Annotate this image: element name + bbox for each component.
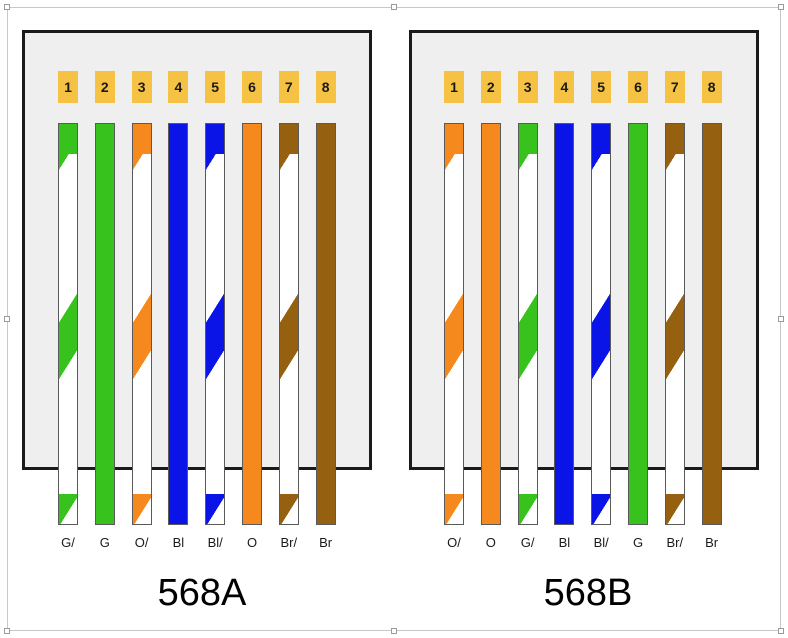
wire-label: O [485,535,496,550]
striped-brown-wire [278,123,299,525]
wire-stripe [206,124,225,154]
pin-number: 4 [168,71,189,103]
wire-stripe [206,494,225,524]
wire-label: Bl/ [593,535,609,550]
selection-handle[interactable] [778,628,784,634]
wire-stripe [445,124,463,154]
striped-brown-wire [664,123,685,525]
wire-stripe [132,124,151,154]
wire-label: Bl [172,535,185,550]
wire-stripe [445,494,463,524]
pin-number: 3 [517,71,538,103]
solid-blue-wire [554,123,575,525]
pin-number: 8 [315,71,336,103]
wire-stripe [592,494,611,524]
wire-label: Bl/ [207,535,223,550]
wire-stripe [518,494,537,524]
solid-green-wire [628,123,648,525]
striped-green-wire [517,123,538,525]
wire-label: O/ [447,535,461,550]
solid-brown-wire [315,123,336,525]
pin-number: 5 [205,71,226,103]
selection-handle[interactable] [4,316,10,322]
pin-number: 2 [94,71,115,103]
selection-handle[interactable] [391,4,397,10]
wire-stripe [279,494,298,524]
pin-number: 8 [701,71,722,103]
solid-green-wire [94,123,115,525]
connector-568b [409,30,759,470]
wire-stripe [59,494,77,524]
wire-stripe [665,124,684,154]
wire-label: Br [319,535,333,550]
pin-number: 6 [242,71,262,103]
wire-label: Br/ [280,535,298,550]
pin-number: 1 [444,71,464,103]
standard-title: 568B [543,572,633,614]
selection-handle[interactable] [4,4,10,10]
solid-brown-wire [701,123,722,525]
pin-number: 6 [628,71,648,103]
striped-orange-wire [444,123,464,525]
pin-number: 1 [58,71,78,103]
wire-stripe [592,124,611,154]
pin-number: 7 [278,71,299,103]
standard-title: 568A [157,572,247,614]
wire-label: G/ [61,535,75,550]
wire-label: Bl [558,535,571,550]
wire-stripe [59,124,77,154]
pin-number: 3 [131,71,152,103]
wire-stripe [518,124,537,154]
wire-label: Br/ [666,535,684,550]
solid-orange-wire [242,123,262,525]
striped-green-wire [58,123,78,525]
pin-number: 2 [480,71,501,103]
solid-orange-wire [480,123,501,525]
wire-stripe [665,494,684,524]
wire-label: G [99,535,110,550]
wire-label: G/ [520,535,535,550]
pin-number: 4 [554,71,575,103]
connector-568a [22,30,372,470]
solid-blue-wire [168,123,189,525]
wire-label: G [632,535,644,550]
striped-orange-wire [131,123,152,525]
wire-stripe [132,494,151,524]
pin-number: 7 [664,71,685,103]
selection-handle[interactable] [391,628,397,634]
selection-handle[interactable] [4,628,10,634]
wire-label: Br [705,535,719,550]
selection-handle[interactable] [778,316,784,322]
pin-number: 5 [591,71,612,103]
wire-label: O [246,535,258,550]
striped-blue-wire [205,123,226,525]
striped-blue-wire [591,123,612,525]
wire-label: O/ [134,535,149,550]
selection-handle[interactable] [778,4,784,10]
wire-stripe [279,124,298,154]
